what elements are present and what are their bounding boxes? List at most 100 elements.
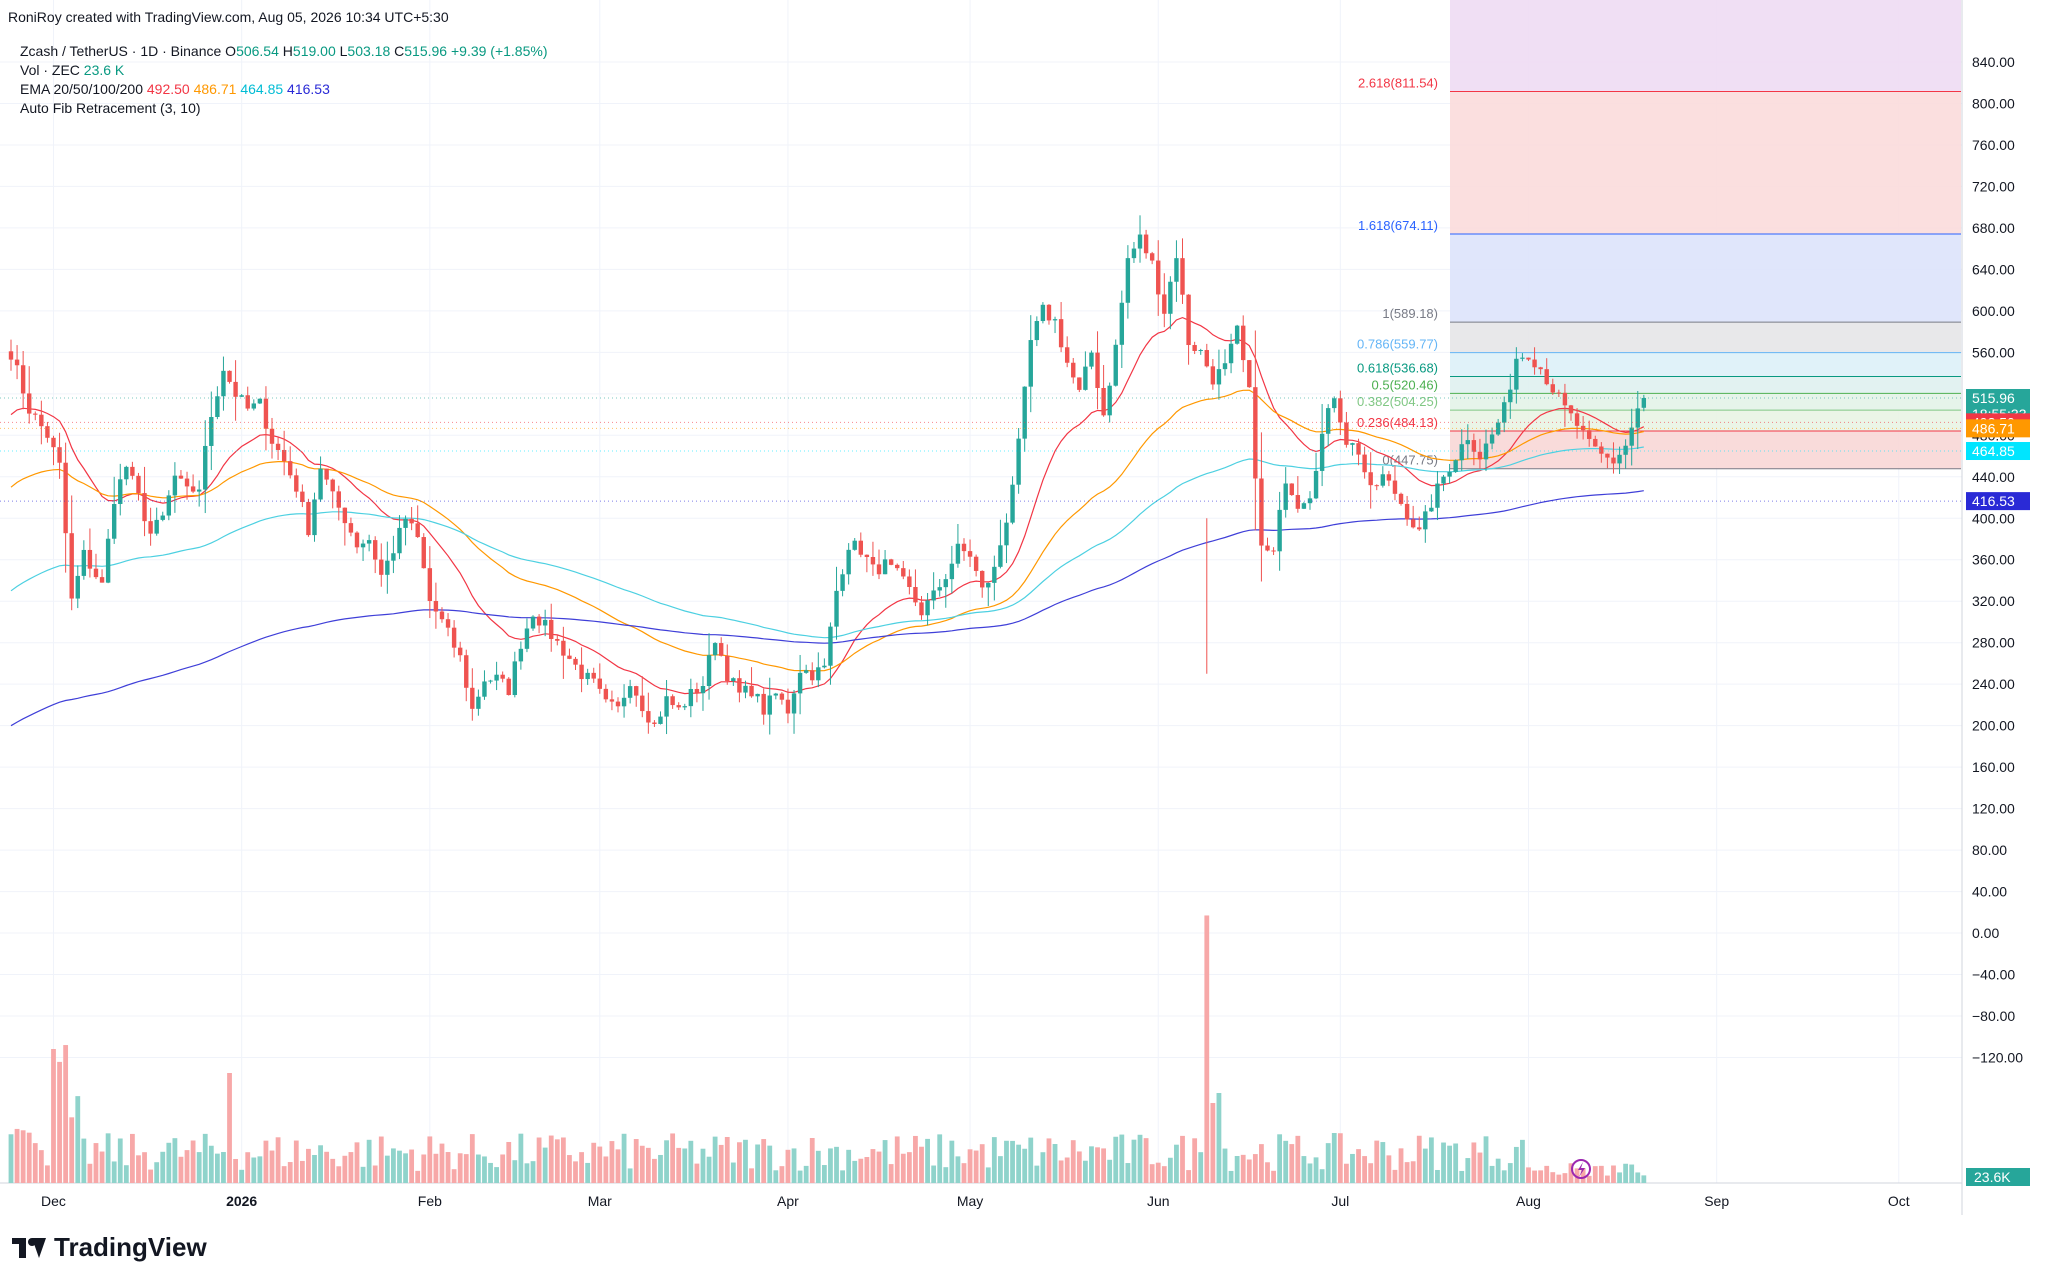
volume-bar — [63, 1045, 69, 1183]
volume-bar — [767, 1145, 773, 1183]
volume-bar — [482, 1156, 487, 1183]
candle-body — [257, 398, 263, 404]
fib-level-label: 1(589.18) — [1382, 306, 1438, 321]
price-tick-label: 40.00 — [1972, 884, 2007, 900]
candle-body — [1143, 234, 1149, 254]
volume-bar — [852, 1160, 858, 1183]
fib-level-label: 0.618(536.68) — [1357, 361, 1438, 376]
candle-body — [895, 564, 900, 569]
candle-body — [1562, 392, 1568, 406]
candle-body — [348, 523, 354, 533]
close-value: 515.96 — [404, 43, 448, 59]
volume-bar — [1435, 1169, 1440, 1183]
symbol-name[interactable]: Zcash / TetherUS · 1D · Binance — [20, 43, 222, 59]
candle-body — [779, 693, 785, 700]
volume-bar — [1119, 1134, 1125, 1183]
volume-row[interactable]: Vol · ZEC 23.6 K — [20, 61, 548, 80]
volume-bar — [1016, 1144, 1022, 1183]
volume-bar — [378, 1136, 384, 1183]
alert-icon[interactable] — [1571, 1159, 1591, 1179]
volume-bar — [445, 1152, 451, 1183]
candle-body — [1611, 457, 1616, 464]
volume-bar — [469, 1134, 475, 1183]
candle-body — [1526, 357, 1531, 360]
candle-body — [1429, 507, 1434, 512]
volume-bar — [1265, 1162, 1270, 1183]
volume-bar — [1641, 1175, 1647, 1183]
candle-body — [445, 619, 451, 628]
volume-bar — [136, 1155, 141, 1183]
volume-bar — [864, 1157, 870, 1183]
candle-body — [45, 426, 50, 438]
candle-body — [640, 695, 645, 712]
volume-bar — [773, 1170, 779, 1183]
price-tick-label: 360.00 — [1972, 552, 2015, 568]
candle-body — [524, 628, 530, 649]
volume-bar — [1082, 1160, 1088, 1183]
volume-bar — [251, 1157, 257, 1183]
fib-retracement[interactable]: 0(447.75) 0.236(484.13) 0.382(504.25) 0.5(5… — [1357, 0, 1961, 470]
volume-bar — [876, 1151, 882, 1183]
volume-bar — [1113, 1136, 1119, 1183]
candle-body — [998, 545, 1003, 567]
volume-bar — [57, 1061, 62, 1183]
volume-bar — [1416, 1135, 1422, 1183]
volume-bar — [1058, 1160, 1064, 1183]
volume-bar — [1125, 1163, 1131, 1183]
volume-bar — [281, 1166, 287, 1183]
candle-body — [154, 519, 159, 534]
time-axis[interactable]: Dec 2026 Feb Mar Apr May Jun Jul Aug Sep Oct — [41, 1193, 1910, 1209]
candle-body — [288, 461, 293, 476]
candle-body — [1040, 304, 1046, 322]
fib-level-label: 2.618(811.54) — [1358, 76, 1438, 91]
volume-bar — [688, 1140, 694, 1183]
candle-body — [810, 670, 815, 681]
candle-body — [227, 370, 232, 382]
ema200-value: 416.53 — [287, 81, 330, 97]
candle-body — [1471, 440, 1477, 452]
candle-body — [1374, 485, 1379, 487]
candle-body — [858, 540, 863, 555]
candle-body — [318, 468, 323, 500]
symbol-row[interactable]: Zcash / TetherUS · 1D · Binance O506.54 … — [20, 42, 548, 61]
candle-body — [1046, 304, 1052, 321]
volume-bar — [1350, 1153, 1355, 1183]
high-value: 519.00 — [292, 43, 336, 59]
candle-body — [1052, 319, 1058, 321]
volume-bar — [293, 1140, 299, 1183]
price-tick-label: 720.00 — [1972, 178, 2015, 194]
candle-body — [706, 655, 712, 687]
volume-bar — [925, 1138, 930, 1183]
volume-bar — [366, 1139, 372, 1183]
candle-body — [1550, 384, 1555, 393]
candle-body — [1113, 344, 1118, 386]
candle-body — [1125, 258, 1131, 303]
tradingview-brand[interactable]: TradingView — [12, 1232, 207, 1263]
candle-body — [627, 686, 633, 698]
time-tick-label: 2026 — [226, 1193, 257, 1209]
candle-body — [215, 396, 220, 418]
candle-body — [864, 554, 870, 558]
candle-body — [251, 403, 256, 409]
change-value: +9.39 (+1.85%) — [450, 43, 548, 59]
candle-body — [391, 553, 396, 561]
volume-bar — [1447, 1145, 1452, 1183]
candle-body — [773, 693, 779, 696]
low-value: 503.18 — [347, 43, 391, 59]
candle-body — [1222, 363, 1228, 370]
candle-body — [360, 543, 366, 548]
candle-body — [221, 370, 226, 397]
candle-body — [69, 533, 74, 599]
candle-body — [1398, 493, 1404, 504]
candle-body — [1593, 438, 1598, 447]
volume-bar — [1428, 1137, 1434, 1183]
candle-body — [1313, 470, 1319, 499]
fib-row[interactable]: Auto Fib Retracement (3, 10) — [20, 99, 548, 118]
price-axis[interactable]: 840.00 800.00 760.00 720.00 680.00 640.00 600.… — [1972, 54, 2023, 1065]
volume-bar — [1380, 1142, 1386, 1183]
candle-body — [597, 678, 602, 689]
volume-bar — [579, 1152, 584, 1183]
candlesticks — [8, 215, 1647, 735]
ema-row[interactable]: EMA 20/50/100/200 492.50 486.71 464.85 4… — [20, 80, 548, 99]
